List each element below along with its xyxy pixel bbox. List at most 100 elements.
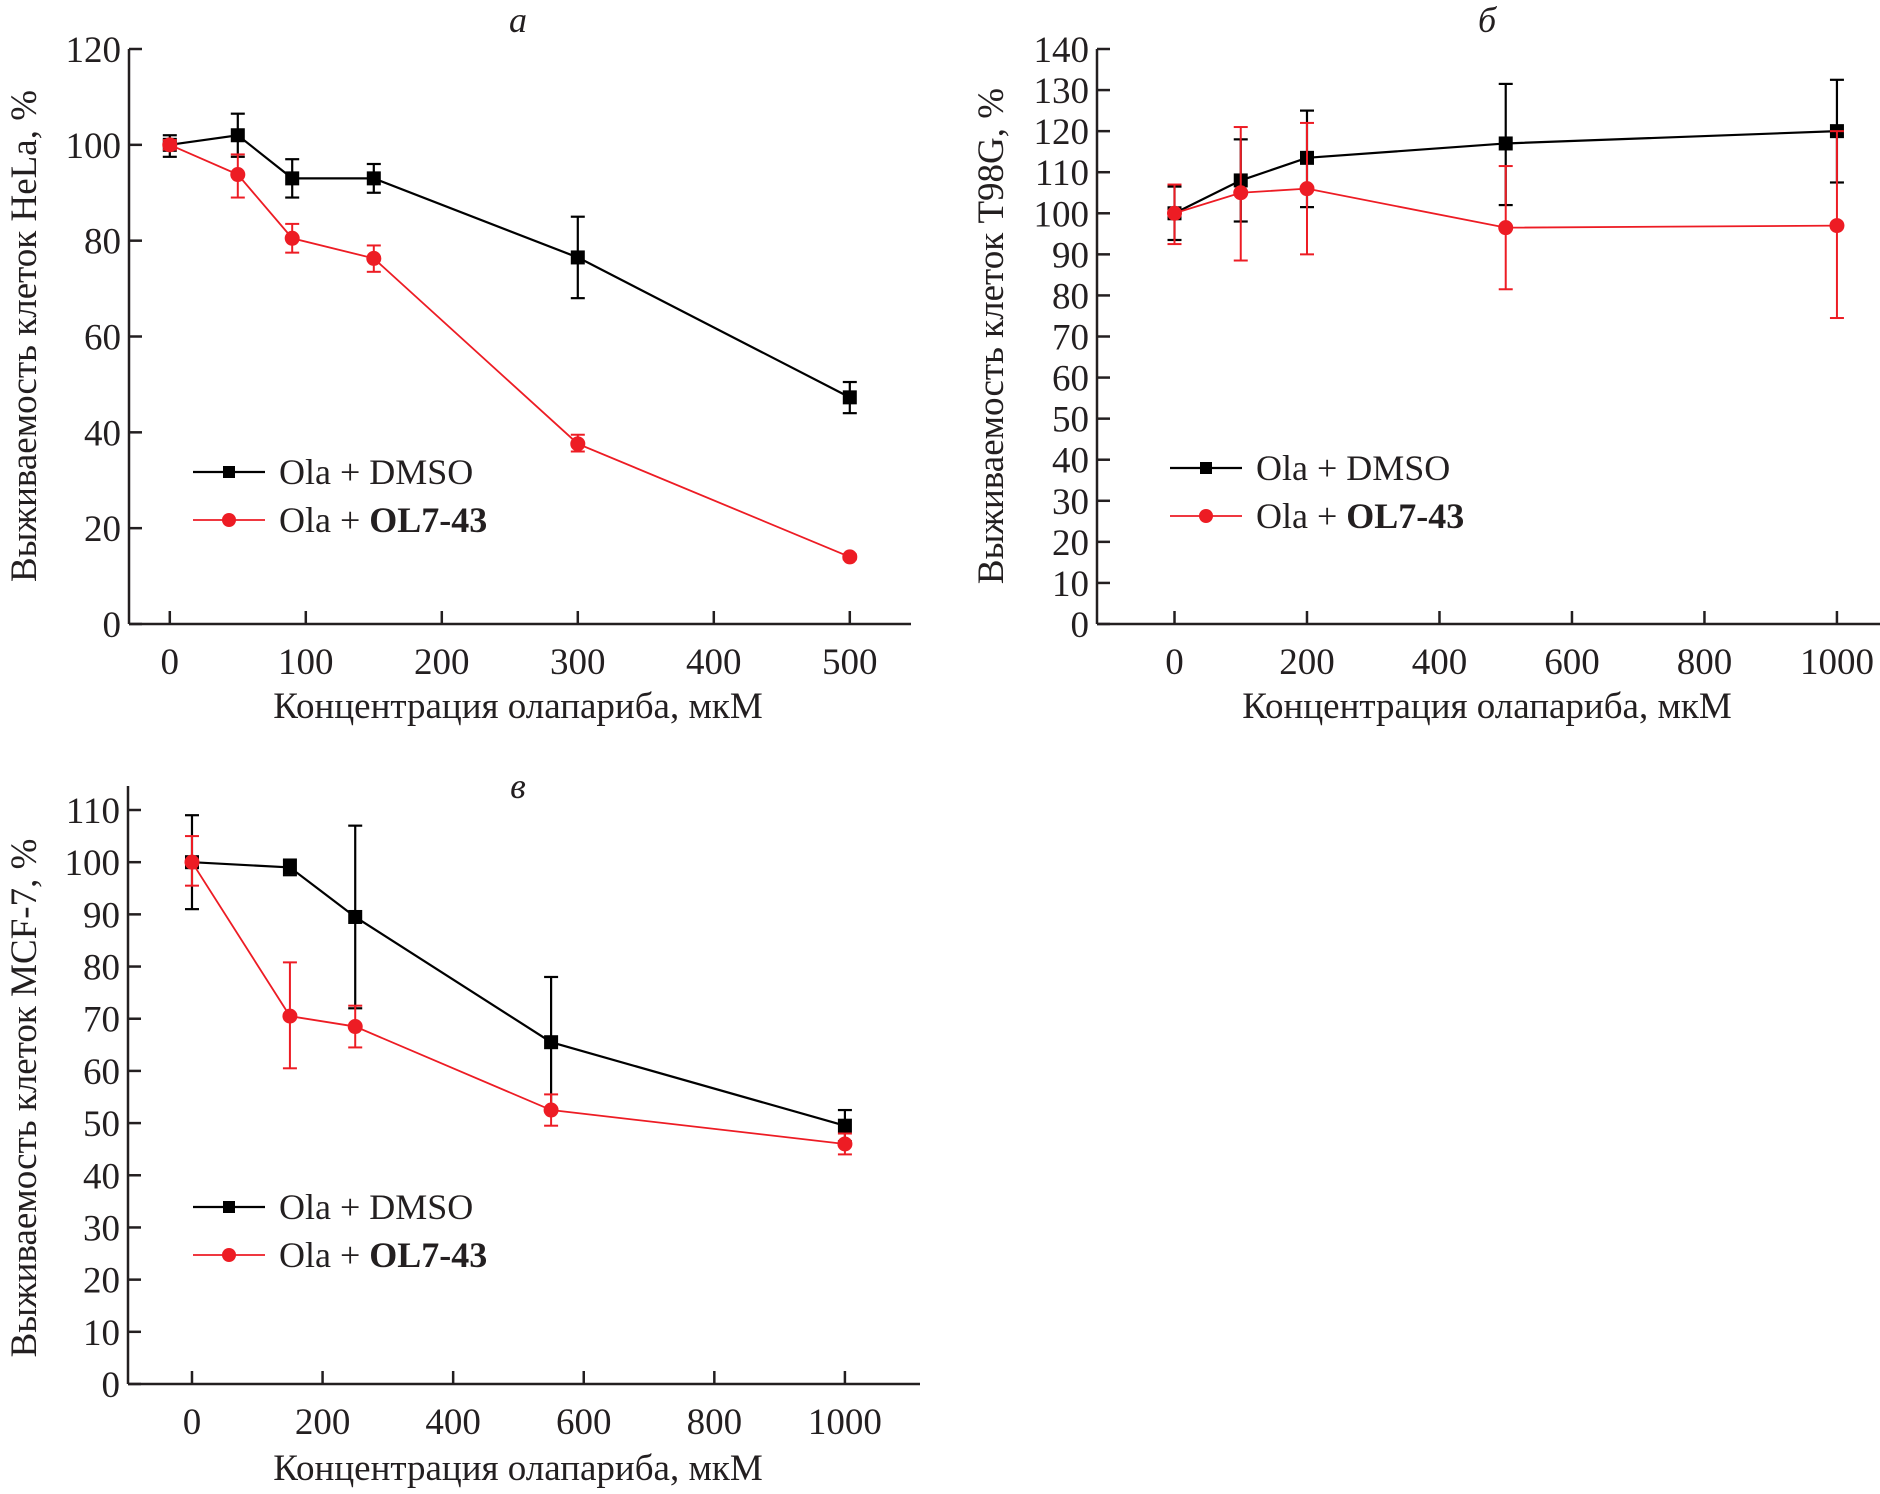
data-point-square <box>842 390 857 405</box>
y-tick-label: 120 <box>66 30 122 71</box>
data-point-circle <box>184 854 200 870</box>
y-tick-label: 60 <box>1052 359 1089 400</box>
panel-c-y-axis-title: Выживаемость клеток MCF-7, % <box>4 839 45 1358</box>
y-tick-label: 60 <box>83 1052 120 1093</box>
y-tick-label: 0 <box>103 605 122 646</box>
data-point-square <box>1498 136 1513 151</box>
data-point-circle <box>1233 185 1249 201</box>
legend-name: DMSO <box>369 1187 473 1227</box>
legend-label: Ola + OL7-43 <box>279 1235 487 1275</box>
x-tick-label: 800 <box>1677 642 1733 683</box>
x-tick-label: 400 <box>425 1402 481 1443</box>
data-point-circle <box>282 1008 298 1024</box>
y-tick-label: 50 <box>83 1104 120 1145</box>
data-point-circle <box>162 137 178 153</box>
legend-square-marker-icon <box>223 466 235 478</box>
data-point-square <box>570 250 585 265</box>
panel-a-y-axis-title: Выживаемость клеток HeLa, % <box>4 90 45 582</box>
y-tick-label: 90 <box>1052 235 1089 276</box>
legend-label: Ola + DMSO <box>279 1187 473 1227</box>
y-tick-label: 80 <box>83 948 120 989</box>
series-dmso <box>162 112 857 415</box>
legend-name: OL7-43 <box>369 1235 487 1275</box>
y-tick-label: 80 <box>84 222 121 263</box>
series-ol7-43 <box>1167 121 1845 320</box>
legend-prefix: Ola + <box>1256 496 1346 536</box>
data-point-square <box>285 171 300 186</box>
legend-label: Ola + OL7-43 <box>279 500 487 540</box>
y-tick-label: 20 <box>84 509 121 550</box>
data-point-circle <box>1299 181 1315 197</box>
data-point-circle <box>837 1136 853 1152</box>
x-tick-label: 200 <box>1279 642 1335 683</box>
panel-b-x-axis-title: Концентрация олапариба, мкМ <box>1242 686 1732 727</box>
x-tick-label: 300 <box>550 642 606 683</box>
y-tick-label: 10 <box>83 1313 120 1354</box>
y-tick-label: 0 <box>102 1365 121 1406</box>
y-tick-label: 120 <box>1034 112 1090 153</box>
legend-name: OL7-43 <box>369 500 487 540</box>
x-tick-label: 200 <box>295 1402 351 1443</box>
legend-prefix: Ola + <box>279 500 369 540</box>
x-tick-label: 0 <box>161 642 180 683</box>
series-ol7-43 <box>162 137 858 565</box>
data-point-square <box>837 1118 852 1133</box>
panel-c-plot-area <box>184 814 853 1156</box>
panel-c-legend: Ola + DMSO Ola + OL7-43 <box>193 1187 487 1275</box>
panel-a-title: а <box>509 0 527 40</box>
x-tick-label: 500 <box>822 642 878 683</box>
y-tick-label: 90 <box>83 895 120 936</box>
legend-prefix: Ola + <box>1256 448 1346 488</box>
y-tick-label: 100 <box>65 843 121 884</box>
legend-item-ol7-43: Ola + OL7-43 <box>193 1235 487 1275</box>
series-line <box>169 144 851 558</box>
data-point-square <box>544 1035 559 1050</box>
y-tick-label: 80 <box>1052 276 1089 317</box>
panel-b-y-axis-title: Выживаемость клеток T98G, % <box>971 88 1012 584</box>
y-tick-label: 100 <box>66 126 122 167</box>
y-tick-label: 50 <box>1052 400 1089 441</box>
legend-item-dmso: Ola + DMSO <box>1170 448 1450 488</box>
x-tick-label: 1000 <box>808 1402 882 1443</box>
legend-item-dmso: Ola + DMSO <box>193 452 473 492</box>
x-tick-label: 0 <box>1165 642 1184 683</box>
panel-a-axes: 0 20 40 60 80 100 120 0 100 200 300 400 500 <box>66 30 911 683</box>
data-point-circle <box>842 549 858 565</box>
panel-a-x-axis-title: Концентрация олапариба, мкМ <box>273 686 763 727</box>
panel-b-plot-area <box>1167 78 1845 320</box>
data-point-circle <box>1498 220 1514 236</box>
y-tick-label: 100 <box>1034 194 1090 235</box>
panel-c-mcf7: в Выживаемость клеток MCF-7, % Концентра… <box>4 766 920 1489</box>
y-tick-label: 70 <box>1052 318 1089 359</box>
panel-c-title: в <box>510 766 526 806</box>
legend-square-marker-icon <box>223 1201 235 1213</box>
panel-c-axes: 0 10 20 30 40 50 60 70 80 90 100 110 0 200 400 600 800 10… <box>65 786 920 1443</box>
data-point-circle <box>543 1102 559 1118</box>
panel-b-t98g: б Выживаемость клеток T98G, % Концентрац… <box>971 0 1880 727</box>
y-tick-label: 20 <box>1052 523 1089 564</box>
x-tick-label: 100 <box>278 642 334 683</box>
panel-a-legend: Ola + DMSO Ola + OL7-43 <box>193 452 487 540</box>
y-tick-label: 110 <box>66 791 120 832</box>
y-tick-label: 40 <box>84 413 121 454</box>
data-point-square <box>230 128 245 143</box>
x-tick-label: 400 <box>1412 642 1468 683</box>
series-ol7-43 <box>184 835 853 1156</box>
y-tick-label: 110 <box>1035 153 1089 194</box>
legend-prefix: Ola + <box>279 1235 369 1275</box>
data-point-circle <box>1167 205 1183 221</box>
y-tick-label: 0 <box>1071 605 1090 646</box>
y-tick-label: 30 <box>83 1208 120 1249</box>
y-tick-label: 70 <box>83 1000 120 1041</box>
legend-item-ol7-43: Ola + OL7-43 <box>1170 496 1464 536</box>
legend-label: Ola + DMSO <box>279 452 473 492</box>
legend-circle-marker-icon <box>222 1248 236 1262</box>
legend-label: Ola + OL7-43 <box>1256 496 1464 536</box>
legend-name: DMSO <box>1346 448 1450 488</box>
y-tick-label: 20 <box>83 1261 120 1302</box>
data-point-square <box>348 909 363 924</box>
x-tick-label: 200 <box>414 642 470 683</box>
y-tick-label: 40 <box>1052 441 1089 482</box>
